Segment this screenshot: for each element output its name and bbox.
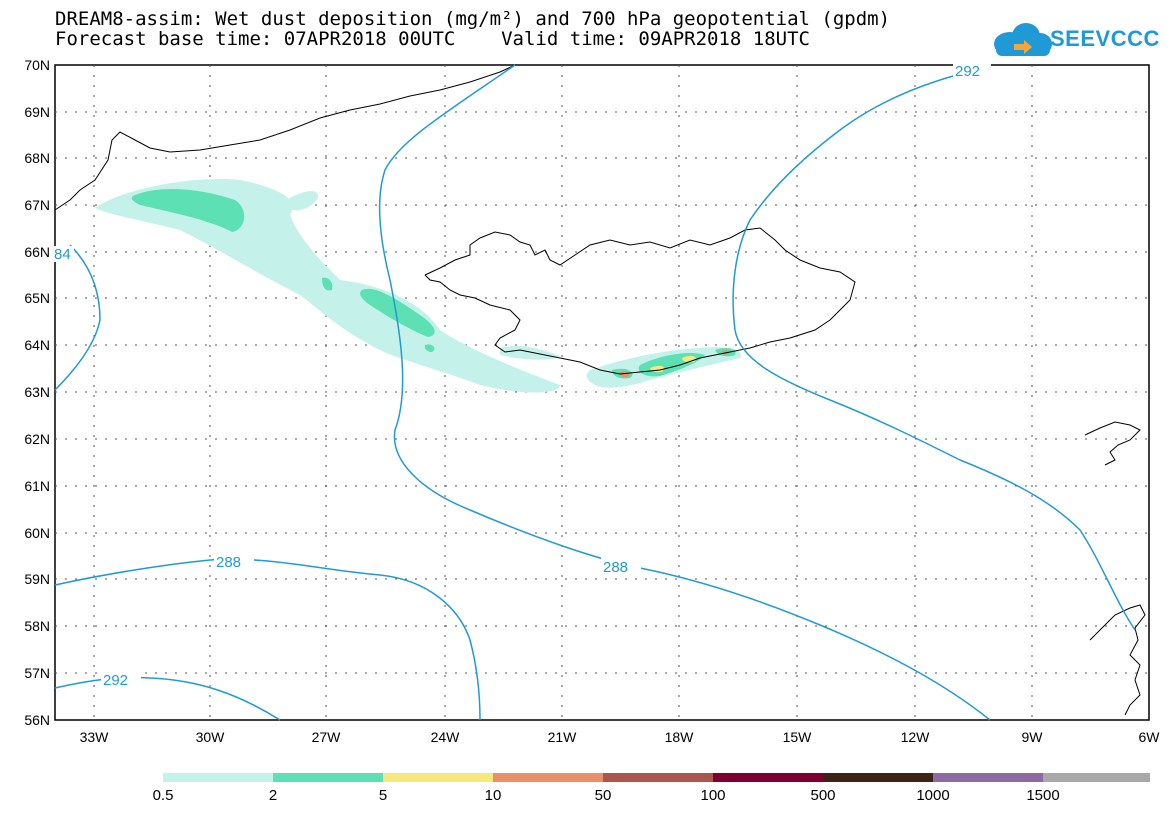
lon-label: 15W	[783, 729, 813, 745]
lon-label: 24W	[431, 729, 461, 745]
lon-label: 27W	[312, 729, 342, 745]
legend-label: 2	[269, 787, 277, 804]
lon-label: 18W	[665, 729, 695, 745]
contour-label: 84	[54, 246, 71, 263]
legend-swatch	[933, 773, 1043, 782]
lon-label: 30W	[196, 729, 226, 745]
lat-label: 64N	[24, 337, 50, 353]
longitude-labels: 33W 30W 27W 24W 21W 18W 15W 12W 9W 6W	[80, 729, 1161, 745]
lat-label: 68N	[24, 150, 50, 166]
legend-swatch	[383, 773, 493, 782]
legend-label: 10	[485, 787, 502, 804]
contour-label: 288	[603, 559, 628, 576]
legend-label: 50	[595, 787, 612, 804]
lat-label: 66N	[24, 244, 50, 260]
lat-label: 59N	[24, 571, 50, 587]
lat-label: 56N	[24, 712, 50, 728]
lat-label: 69N	[24, 104, 50, 120]
latitude-labels: 70N 69N 68N 67N 66N 65N 64N 63N 62N 61N …	[24, 57, 50, 728]
coastline	[54, 64, 1146, 716]
contour-labels: 292 84 288 288 292	[52, 62, 991, 689]
legend-swatch	[713, 773, 823, 782]
contour-label: 292	[955, 63, 980, 80]
lat-label: 60N	[24, 525, 50, 541]
contour-label: 292	[103, 672, 128, 689]
cloud-icon	[994, 23, 1052, 56]
legend-label: 500	[810, 787, 835, 804]
map-frame	[54, 64, 1150, 721]
lon-label: 21W	[548, 729, 578, 745]
lat-label: 58N	[24, 618, 50, 634]
lat-label: 70N	[24, 57, 50, 73]
logo-text: SEEVCCC	[1050, 26, 1160, 51]
lon-label: 33W	[80, 729, 110, 745]
legend-swatch	[273, 773, 383, 782]
legend-label: 5	[379, 787, 387, 804]
lat-label: 62N	[24, 431, 50, 447]
lat-label: 67N	[24, 197, 50, 213]
lon-label: 12W	[901, 729, 931, 745]
legend-label: 100	[700, 787, 725, 804]
legend-swatch	[163, 773, 273, 782]
lat-label: 61N	[24, 478, 50, 494]
geopotential-contours	[54, 64, 1136, 721]
lat-label: 63N	[24, 384, 50, 400]
legend-swatch	[603, 773, 713, 782]
lon-label: 9W	[1022, 729, 1044, 745]
legend-labels: 0.5 2 5 10 50 100 500 1000 1500	[153, 787, 1060, 804]
legend-label: 0.5	[153, 787, 174, 804]
legend-label: 1500	[1026, 787, 1059, 804]
legend-label: 1000	[916, 787, 949, 804]
graticule	[55, 65, 1149, 720]
legend-colorbar	[163, 773, 1150, 782]
contour-label: 288	[216, 554, 241, 571]
map-title: DREAM8-assim: Wet dust deposition (mg/m²…	[55, 8, 891, 30]
map-subtitle: Forecast base time: 07APR2018 00UTC Vali…	[55, 28, 810, 50]
legend-swatch	[823, 773, 933, 782]
lon-label: 6W	[1139, 729, 1161, 745]
legend-swatch	[1043, 773, 1150, 782]
lat-label: 65N	[24, 290, 50, 306]
legend-swatch	[493, 773, 603, 782]
dust-deposition-field	[95, 179, 741, 393]
lat-label: 57N	[24, 665, 50, 681]
